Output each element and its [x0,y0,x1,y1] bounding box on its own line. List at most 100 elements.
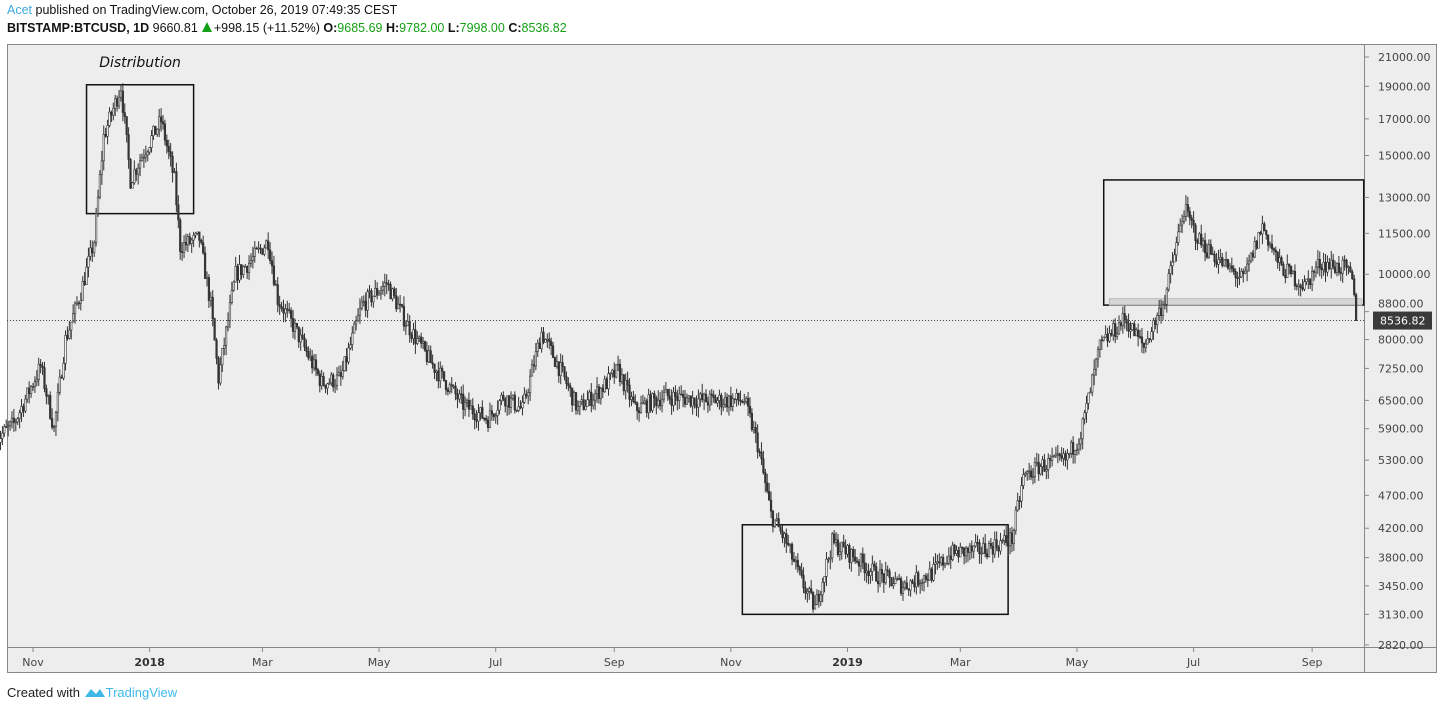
candle-up [328,382,331,385]
price-chart[interactable]: Distribution 21000.00 19000.00 17000.00 150… [0,0,1444,680]
candle-up [980,552,983,555]
candle-up [1033,462,1036,477]
candle-up [1228,265,1232,269]
candle-down [502,394,505,400]
candle-down [490,410,493,415]
candle-up [341,370,344,377]
candle-down [725,396,729,408]
candle-up [951,544,954,560]
candle-up [1068,452,1071,455]
candle-up [190,239,193,244]
candle-down [754,427,757,434]
candle-down [574,392,578,411]
candle-up [309,355,312,359]
candle-up [722,404,725,408]
candle-down [1196,240,1199,244]
candle-down [291,318,295,332]
candle-up [10,417,14,423]
candle-down [766,482,769,492]
candle-down [202,242,205,254]
close-label: C: [508,21,522,35]
tradingview-link[interactable]: TradingView [105,685,178,700]
y-tick-label: 17000.00 [1378,113,1431,126]
candle-down [1005,535,1008,544]
candle-up [1286,263,1289,279]
created-with-text: Created with [7,685,80,700]
price-axis[interactable]: 21000.00 19000.00 17000.00 15000.00 13000.00… [1364,51,1431,652]
candle-up [607,373,610,390]
candle-up [1112,323,1115,336]
candle-down [364,300,367,311]
candle-up [932,564,935,581]
candle-down [1029,470,1033,478]
candle-up [14,421,17,424]
candle-down [1205,252,1209,258]
candle-down [693,397,696,405]
candle-down [771,510,775,527]
candle-up [1175,242,1178,256]
candle-down [1353,278,1356,295]
candle-up [1305,278,1308,283]
candle-up [52,426,56,428]
candle-down [486,419,490,428]
candle-down [1186,204,1189,212]
candle-down [311,355,314,369]
candle-up [1165,288,1168,305]
candle-up [884,569,887,584]
candle-down [475,419,478,422]
candle-up [374,288,377,297]
candle-down [198,231,201,241]
x-tick-label: Mar [252,656,273,669]
candle-down [548,338,551,342]
candle-down [272,265,276,285]
candle-up [477,412,480,422]
candle-down [863,562,866,574]
candle-down [802,575,805,589]
time-axis[interactable]: Nov 2018 Mar May Jul Sep Nov 2019 Mar May Jul Sep [22,647,1323,669]
candle-down [756,432,759,453]
candle-up [718,394,721,401]
candle-down [429,350,432,364]
symbol-label[interactable]: BITSTAMP:BTCUSD, 1D [7,21,150,35]
candle-up [100,160,103,175]
candle-up [226,320,230,328]
candle-down [135,169,138,175]
candle-down [307,351,310,359]
candle-down [393,288,396,297]
y-tick-label: 8800.00 [1378,298,1424,311]
candle-down [551,345,555,358]
candle-up [96,196,100,214]
candle-down [953,544,956,554]
author-link[interactable]: Acet [7,3,33,17]
candle-up [182,242,186,253]
candle-up [1077,443,1080,450]
candle-up [580,399,583,403]
candle-down [267,240,270,251]
candle-down [1123,313,1126,320]
candle-up [1116,333,1119,337]
candle-down [259,247,262,250]
candle-down [729,395,732,407]
candle-up [1102,336,1105,341]
candle-down [532,364,536,367]
candle-up [479,407,482,414]
candle-down [800,569,803,576]
candle-up [335,374,339,386]
candle-up [789,543,792,546]
candle-up [106,125,109,137]
candle-up [869,571,872,576]
candle-up [146,151,149,156]
candle-down [1100,339,1103,342]
candle-down [1328,262,1331,269]
candle-up [672,391,675,406]
candle-up [745,397,748,402]
candle-down [1255,241,1258,249]
candle-up [1278,257,1281,263]
candle-down [622,374,625,392]
candle-up [982,543,985,554]
candle-down [790,543,794,560]
candle-up [691,397,694,407]
candle-up [915,572,918,588]
candle-up [559,362,562,376]
candle-up [234,266,237,283]
